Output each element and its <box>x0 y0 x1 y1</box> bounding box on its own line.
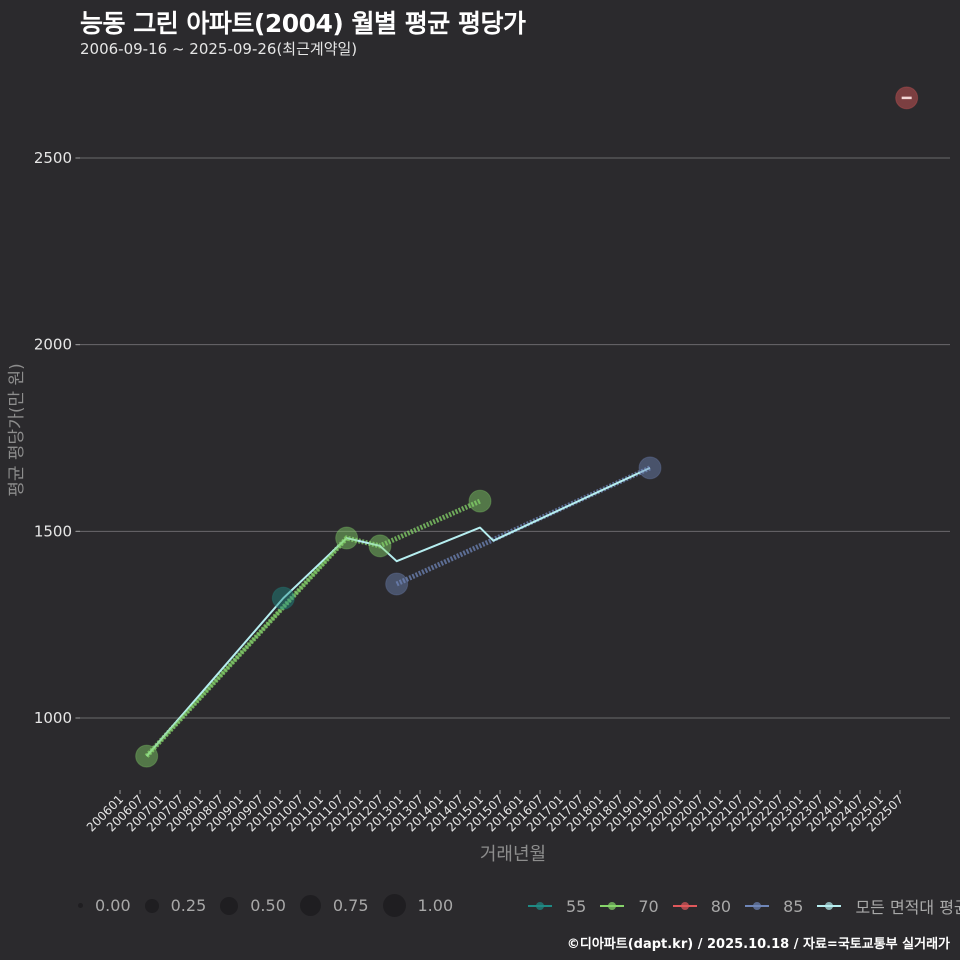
size-circle-icon <box>220 896 239 915</box>
series-legend: 55 70 80 85 모든 면적대 평균값 <box>528 894 960 918</box>
line-marker-icon <box>672 901 697 911</box>
size-circle-icon <box>144 898 159 913</box>
series-legend-label: 70 <box>638 896 659 916</box>
y-tick-label: 1000 <box>34 709 72 727</box>
series-legend-item[interactable]: 70 <box>600 896 659 916</box>
line-marker-icon <box>528 901 552 911</box>
size-legend-label: 0.50 <box>250 896 286 915</box>
size-circle-icon <box>78 903 83 908</box>
y-tick-label: 2500 <box>34 149 72 167</box>
data-point-85[interactable] <box>638 456 662 480</box>
size-legend-item: 1.00 <box>382 894 454 917</box>
series-legend-item[interactable]: 80 <box>672 896 732 916</box>
size-legend-item: 0.00 <box>78 896 131 915</box>
line-marker-icon <box>745 901 770 911</box>
series-legend-label: 85 <box>783 896 804 916</box>
line-marker-icon <box>600 901 625 911</box>
size-legend-item: 0.50 <box>220 896 286 915</box>
chart-title: 능동 그린 아파트(2004) 월별 평균 평당가 <box>80 9 526 38</box>
data-point-70[interactable] <box>335 526 359 550</box>
size-circle-icon <box>382 894 406 917</box>
size-legend-label: 1.00 <box>417 896 454 915</box>
series-legend-item[interactable]: 모든 면적대 평균값 <box>817 894 960 918</box>
y-tick-label: 2000 <box>34 336 72 354</box>
size-legend-label: 0.00 <box>95 896 131 915</box>
size-legend-label: 0.25 <box>170 896 207 915</box>
chart-subtitle: 2006-09-16 ~ 2025-09-26(최근계약일) <box>80 40 358 58</box>
average-line <box>145 466 651 757</box>
y-tick-label: 1500 <box>34 522 72 540</box>
y-axis-label: 평균 평당가(만 원) <box>7 363 27 497</box>
series-legend-item[interactable]: 85 <box>745 897 803 916</box>
data-point-70[interactable] <box>468 489 492 513</box>
size-legend: 0.00 0.25 0.50 0.75 1.00 <box>78 894 467 917</box>
data-point-55[interactable] <box>271 586 295 610</box>
size-legend-label: 0.75 <box>332 896 369 915</box>
series-legend-label: 모든 면적대 평균값 <box>855 898 960 917</box>
size-circle-icon <box>299 895 321 916</box>
size-legend-item: 0.75 <box>299 895 369 916</box>
series-legend-item[interactable]: 55 <box>528 897 586 916</box>
line-marker-icon <box>817 901 842 911</box>
size-legend-item: 0.25 <box>144 896 207 915</box>
data-point-70[interactable] <box>135 744 159 768</box>
source-credit: ©디아파트(dapt.kr) / 2025.10.18 / 자료=국토교통부 실… <box>566 937 950 952</box>
series-legend-label: 55 <box>566 896 587 916</box>
series-legend-label: 80 <box>710 896 732 916</box>
x-axis-label: 거래년월 <box>480 844 546 865</box>
data-point-70[interactable] <box>368 534 392 558</box>
data-point-85[interactable] <box>385 572 409 596</box>
